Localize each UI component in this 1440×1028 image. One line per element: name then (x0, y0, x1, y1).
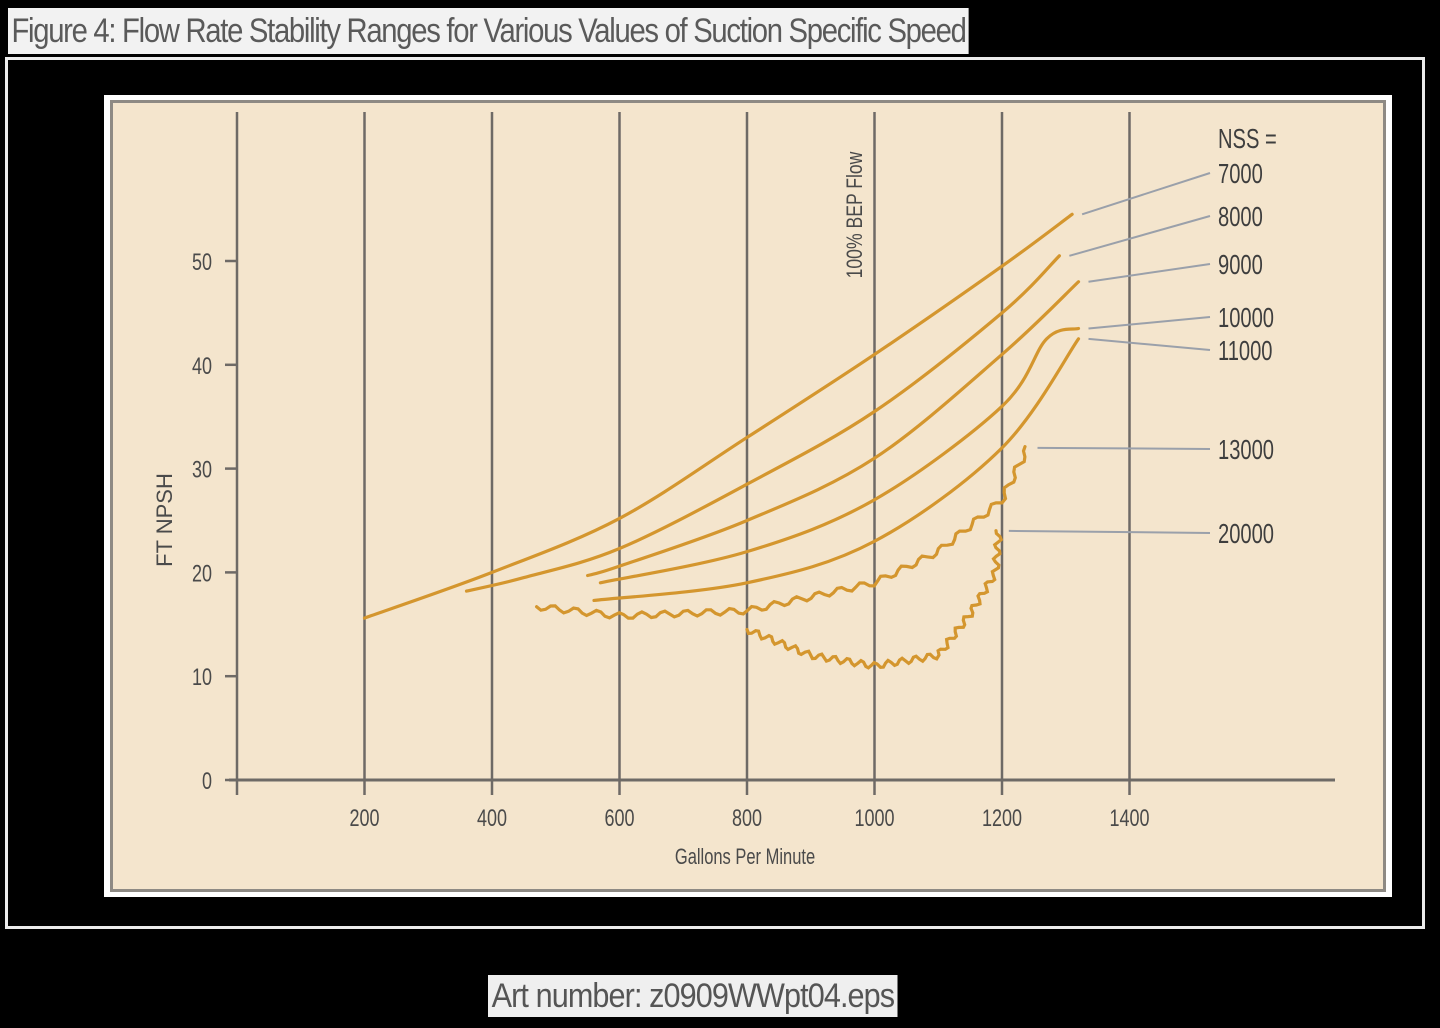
gridlines (235, 112, 1131, 795)
x-tick-label: 600 (604, 806, 634, 832)
curve-nss-20000 (745, 529, 1004, 670)
leader-line (1088, 337, 1211, 351)
legend-label-nss-13000: 13000 (1218, 435, 1274, 466)
y-tick-label: 30 (192, 457, 212, 483)
leader-line (1088, 316, 1211, 330)
leader-line (1008, 529, 1211, 534)
y-tick-label: 40 (192, 353, 212, 379)
art-number-caption: Art number: z0909WWpt04.eps (488, 975, 898, 1017)
figure-title: Figure 4: Flow Rate Stability Ranges for… (8, 8, 969, 54)
x-tick-label: 800 (732, 806, 762, 832)
y-tick-label: 0 (202, 769, 212, 795)
curves (362, 212, 1081, 670)
leader-line (1088, 263, 1211, 283)
curve-nss-11000 (592, 337, 1081, 603)
legend-label-nss-20000: 20000 (1218, 519, 1274, 550)
axes: 200 400 600 800 1000 1200 1400 0 10 20 30 40 50 (192, 250, 1335, 832)
legend-label-nss-11000: 11000 (1218, 336, 1273, 367)
x-tick-label: 200 (349, 806, 379, 832)
legend-label-nss-8000: 8000 (1218, 202, 1263, 233)
bep-annotation: 100% BEP Flow (843, 151, 867, 278)
curve-nss-13000 (535, 445, 1027, 620)
y-axis-label: FT NPSH (152, 473, 177, 567)
leader-line (1081, 172, 1211, 216)
x-tick-label: 1400 (1109, 806, 1149, 832)
x-axis-label: Gallons Per Minute (675, 845, 815, 870)
leader-line (1037, 446, 1211, 450)
x-tick-label: 1200 (982, 806, 1022, 832)
curve-nss-9000 (586, 280, 1081, 578)
x-tick-label: 400 (477, 806, 507, 832)
y-tick-label: 20 (192, 561, 212, 587)
curve-nss-8000 (464, 254, 1061, 593)
y-tick-label: 10 (192, 665, 212, 691)
legend-label-nss-10000: 10000 (1218, 303, 1274, 334)
y-tick-label: 50 (192, 250, 212, 276)
legend-label-nss-9000: 9000 (1218, 250, 1263, 281)
leader-line (1069, 215, 1211, 257)
curve-nss-10000 (598, 326, 1081, 585)
x-tick-label: 1000 (854, 806, 894, 832)
legend-title: NSS = (1218, 124, 1277, 155)
legend-label-nss-7000: 7000 (1218, 159, 1263, 190)
curve-nss-7000 (362, 212, 1074, 620)
